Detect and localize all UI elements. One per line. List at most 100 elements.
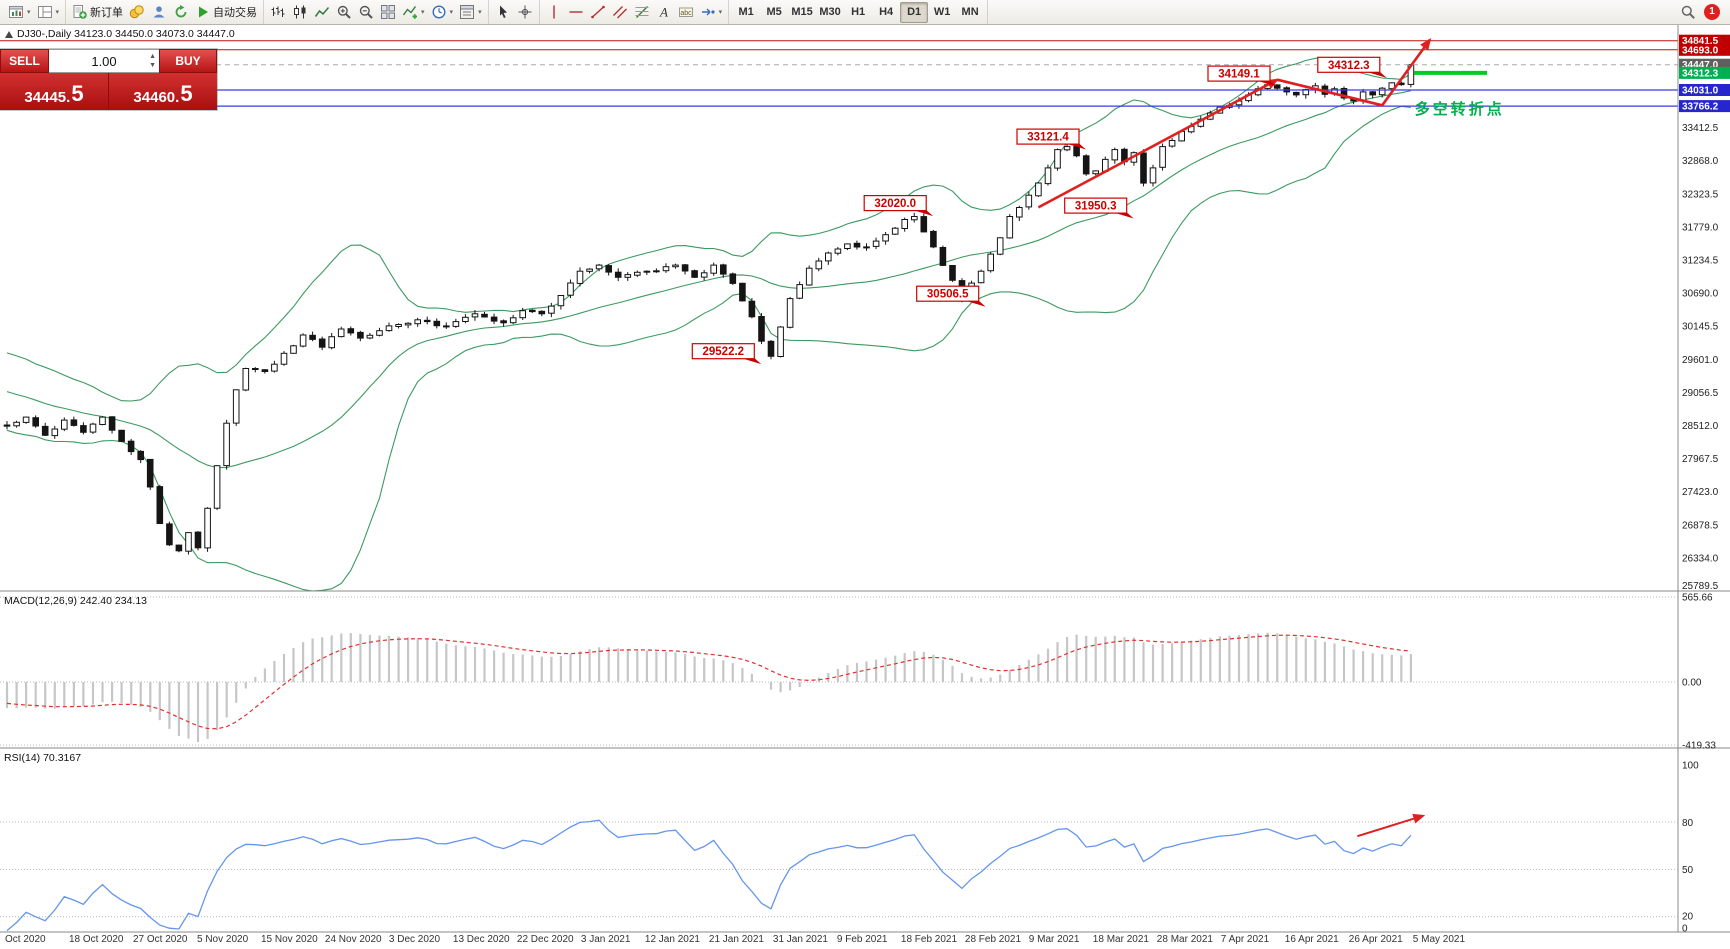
svg-text:20: 20 <box>1682 912 1694 923</box>
zoom-out-button[interactable] <box>355 2 377 23</box>
tf-m1-button[interactable]: M1 <box>732 2 760 23</box>
sell-button[interactable]: SELL <box>0 49 49 73</box>
one-click-toggle-triangle[interactable] <box>5 31 13 38</box>
price-tag[interactable]: 34312.3 <box>1317 56 1387 78</box>
tf-m15-button[interactable]: M15 <box>788 2 816 23</box>
tf-m30-button[interactable]: M30 <box>816 2 844 23</box>
profiles-button[interactable]: ▾ <box>34 2 63 23</box>
vertical-line-button[interactable] <box>543 2 565 23</box>
svg-text:18 Mar 2021: 18 Mar 2021 <box>1093 934 1150 945</box>
refresh-button[interactable] <box>170 2 192 23</box>
svg-text:34693.0: 34693.0 <box>1682 45 1719 56</box>
svg-text:29601.0: 29601.0 <box>1682 355 1719 366</box>
svg-text:31234.5: 31234.5 <box>1682 256 1719 267</box>
horizontal-line-button[interactable] <box>565 2 587 23</box>
price-tag[interactable]: 31950.3 <box>1064 197 1134 219</box>
buy-button[interactable]: BUY <box>159 49 217 73</box>
tf-m5-button[interactable]: M5 <box>760 2 788 23</box>
tf-d1-label: D1 <box>907 6 922 18</box>
svg-text:27 Oct 2020: 27 Oct 2020 <box>133 934 188 945</box>
arrows-button[interactable]: ▾ <box>697 2 726 23</box>
tf-d1-button[interactable]: D1 <box>900 1 929 23</box>
stepper-down-icon[interactable]: ▼ <box>149 62 156 69</box>
tf-h1-button[interactable]: H1 <box>844 2 872 23</box>
toolbar-group-cursor-tools <box>489 0 540 24</box>
coins-icon <box>129 4 145 20</box>
tf-m1-label: M1 <box>738 6 754 18</box>
stepper-up-icon[interactable]: ▲ <box>149 53 156 60</box>
periods-button[interactable]: ▾ <box>428 2 457 23</box>
trendline-button[interactable] <box>587 2 609 23</box>
data-window-button[interactable] <box>148 2 170 23</box>
volume-input[interactable]: 1.00 ▲ ▼ <box>49 49 159 73</box>
equidistant-channel-button[interactable] <box>609 2 631 23</box>
clock-icon <box>431 4 447 20</box>
text-label-button[interactable]: abc <box>675 2 697 23</box>
rsi-label: RSI(14) 70.3167 <box>4 752 81 764</box>
chart-canvas[interactable]: 33412.5 32868.0 32323.5 31779.0 31234.5 30690… <box>0 25 1730 949</box>
tf-h1-label: H1 <box>851 6 866 18</box>
price-tag[interactable]: 29522.2 <box>691 343 762 365</box>
price-tag[interactable]: 33121.4 <box>1016 128 1086 150</box>
tline-icon <box>590 4 606 20</box>
fibonacci-retracement-button[interactable] <box>631 2 653 23</box>
price-tag[interactable]: 34149.1 <box>1207 65 1277 87</box>
trend-arrows[interactable] <box>1037 37 1432 838</box>
bar-chart-mode-button[interactable] <box>267 2 289 23</box>
templates-button[interactable]: ▾ <box>456 2 485 23</box>
dropdown-caret-icon: ▾ <box>421 9 425 16</box>
macd-label: MACD(12,26,9) 242.40 234.13 <box>4 595 147 607</box>
line-chart-mode-button[interactable] <box>311 2 333 23</box>
search-button[interactable] <box>1677 2 1699 23</box>
svg-text:-419.33: -419.33 <box>1682 741 1716 752</box>
dropdown-caret-icon: ▾ <box>718 9 723 16</box>
profiles-icon <box>37 4 53 20</box>
cursor-button[interactable] <box>492 2 514 23</box>
crosshair-button[interactable] <box>514 2 536 23</box>
zoom-in-button[interactable] <box>333 2 355 23</box>
bollinger-bands <box>6 56 1412 592</box>
horizontal-price-lines[interactable] <box>0 40 1678 107</box>
svg-text:21 Jan 2021: 21 Jan 2021 <box>709 934 764 945</box>
volume-value: 1.00 <box>91 53 117 69</box>
price-scale[interactable]: 33412.5 32868.0 32323.5 31779.0 31234.5 30690… <box>1677 25 1730 932</box>
notification-badge[interactable]: 1 <box>1704 4 1720 20</box>
svg-text:18 Oct 2020: 18 Oct 2020 <box>69 934 124 945</box>
linechart-icon <box>314 4 330 20</box>
dropdown-caret-icon: ▾ <box>478 9 482 16</box>
rsi-arrow[interactable] <box>1357 813 1426 838</box>
svg-text:25789.5: 25789.5 <box>1682 581 1719 592</box>
tf-w1-button[interactable]: W1 <box>928 2 956 23</box>
search-icon <box>1680 4 1696 20</box>
candle-chart-mode-button[interactable] <box>289 2 311 23</box>
tile-windows-button[interactable] <box>377 2 399 23</box>
svg-text:0: 0 <box>1682 924 1688 935</box>
buy-price[interactable]: 34460. 5 <box>109 73 217 110</box>
algo-trading-button[interactable]: 自动交易 <box>192 2 260 23</box>
price-int: 34460. <box>133 89 180 106</box>
tf-h4-label: H4 <box>879 6 894 18</box>
svg-text:26878.5: 26878.5 <box>1682 520 1719 531</box>
new-order-label: 新订单 <box>90 7 124 19</box>
sell-price[interactable]: 34445. 5 <box>0 73 108 110</box>
trade-panel-controls: SELL 1.00 ▲ ▼ BUY <box>0 49 217 73</box>
price-tags: 34149.1 34312.3 33121.4 32020.0 31950.3 30506… <box>691 56 1387 365</box>
tf-h4-button[interactable]: H4 <box>872 2 900 23</box>
market-watch-button[interactable] <box>126 2 148 23</box>
time-axis[interactable]: Oct 2020 18 Oct 2020 27 Oct 2020 5 Nov 2020… <box>0 931 1730 945</box>
trade-panel-prices: 34445. 5 34460. 5 <box>0 73 217 110</box>
text-button[interactable]: A <box>653 2 675 23</box>
indicators-icon <box>402 4 418 20</box>
price-tag[interactable]: 32020.0 <box>863 195 934 217</box>
price-tag[interactable]: 30506.5 <box>916 285 986 307</box>
svg-text:28 Feb 2021: 28 Feb 2021 <box>965 934 1022 945</box>
note-annotation[interactable]: 多空转折点 <box>1415 100 1505 118</box>
indicators-button[interactable]: ▾ <box>399 2 428 23</box>
tf-mn-button[interactable]: MN <box>956 2 984 23</box>
new-order-button[interactable]: 新订单 <box>69 2 126 23</box>
bars-icon <box>270 4 286 20</box>
new-chart-button[interactable]: ▾ <box>5 2 34 23</box>
volume-stepper[interactable]: ▲ ▼ <box>149 52 156 70</box>
